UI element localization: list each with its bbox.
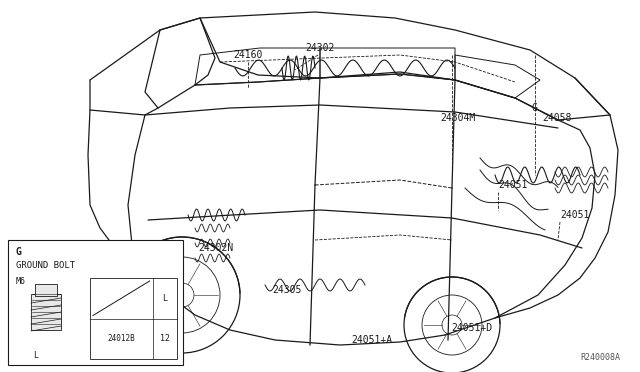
Text: 24302: 24302: [305, 43, 335, 53]
Text: R240008A: R240008A: [580, 353, 620, 362]
Text: 24051+D: 24051+D: [451, 323, 493, 333]
Text: 24058: 24058: [542, 113, 572, 123]
Text: 12: 12: [160, 334, 170, 343]
Text: 24305: 24305: [272, 285, 301, 295]
Bar: [90, 278, 177, 359]
Text: M6: M6: [16, 278, 26, 286]
Text: 24302N: 24302N: [198, 243, 233, 253]
Text: L: L: [163, 294, 167, 303]
Text: 24012B: 24012B: [108, 334, 135, 343]
Text: 24160: 24160: [234, 50, 262, 60]
Bar: [31, 294, 61, 330]
Text: L: L: [33, 350, 38, 359]
Bar: [35, 284, 57, 296]
Text: G: G: [532, 103, 538, 113]
Text: 24051: 24051: [560, 210, 589, 220]
Text: 24304M: 24304M: [440, 113, 476, 123]
Polygon shape: [90, 278, 152, 318]
Text: 24051+A: 24051+A: [351, 335, 392, 345]
Bar: [8, 240, 183, 365]
Text: 24051: 24051: [498, 180, 527, 190]
Text: G: G: [16, 247, 22, 257]
Text: GROUND BOLT: GROUND BOLT: [16, 262, 75, 270]
